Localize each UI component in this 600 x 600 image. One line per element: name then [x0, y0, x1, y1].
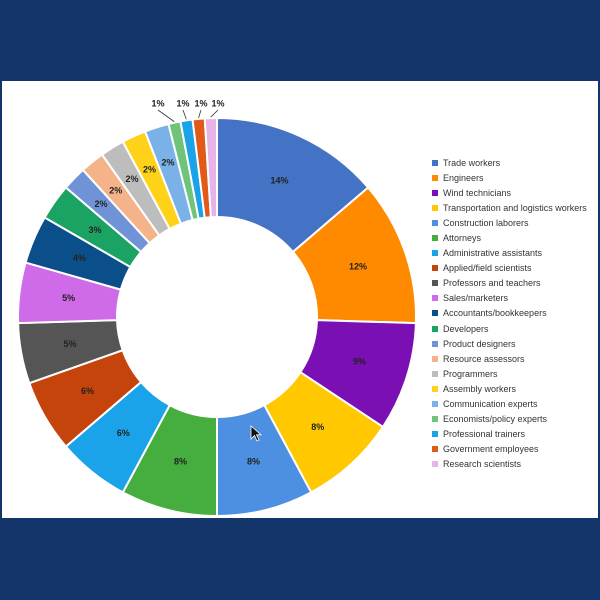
- legend-swatch: [432, 265, 438, 272]
- legend-label: Construction laborers: [443, 217, 529, 228]
- legend-label: Transportation and logistics workers: [443, 202, 587, 213]
- legend-item: Programmers: [432, 366, 600, 381]
- legend-swatch: [432, 431, 438, 438]
- legend-swatch: [432, 446, 438, 453]
- data-label: 1%: [151, 98, 164, 108]
- data-label: 12%: [349, 262, 367, 272]
- data-label: 6%: [81, 386, 94, 396]
- legend-item: Applied/field scientists: [432, 261, 600, 276]
- legend-label: Communication experts: [443, 399, 538, 410]
- legend-label: Wind technicians: [443, 187, 512, 198]
- legend-swatch: [432, 310, 438, 317]
- legend-swatch: [432, 461, 438, 468]
- data-label: 2%: [143, 165, 156, 175]
- data-label: 8%: [247, 456, 260, 466]
- legend-item: Developers: [432, 321, 600, 336]
- legend-item: Engineers: [432, 170, 600, 185]
- data-label: 2%: [95, 199, 108, 209]
- data-label: 5%: [64, 339, 77, 349]
- leader-line: [198, 109, 202, 118]
- legend-swatch: [432, 219, 438, 226]
- legend-label: Government employees: [443, 444, 539, 455]
- data-label: 2%: [125, 174, 138, 184]
- legend-label: Professors and teachers: [443, 278, 541, 289]
- data-label: 2%: [109, 186, 122, 196]
- legend-swatch: [432, 325, 438, 332]
- legend-item: Research scientists: [432, 457, 600, 472]
- legend-swatch: [432, 370, 438, 377]
- leader-line: [157, 109, 175, 122]
- data-label: 8%: [311, 422, 324, 432]
- data-label: 6%: [117, 428, 130, 438]
- legend-item: Transportation and logistics workers: [432, 200, 600, 215]
- legend-swatch: [432, 385, 438, 392]
- legend-item: Economists/policy experts: [432, 412, 600, 427]
- legend-item: Product designers: [432, 336, 600, 351]
- legend-item: Administrative assistants: [432, 246, 600, 261]
- legend-label: Administrative assistants: [443, 248, 543, 259]
- legend-swatch: [432, 189, 438, 196]
- data-label: 2%: [162, 157, 175, 167]
- legend-swatch: [432, 416, 438, 423]
- legend-label: Engineers: [443, 172, 484, 183]
- legend-swatch: [432, 280, 438, 287]
- legend-label: Economists/policy experts: [443, 414, 548, 425]
- donut-slice: [203, 116, 218, 219]
- data-label: 1%: [194, 98, 207, 108]
- legend-label: Applied/field scientists: [443, 263, 532, 274]
- legend-swatch: [432, 235, 438, 242]
- legend-item: Professors and teachers: [432, 276, 600, 291]
- legend-item: Accountants/bookkeepers: [432, 306, 600, 321]
- legend-item: Professional trainers: [432, 427, 600, 442]
- legend-swatch: [432, 159, 438, 166]
- legend-item: Construction laborers: [432, 215, 600, 230]
- legend-item: Government employees: [432, 442, 600, 457]
- legend-swatch: [432, 250, 438, 257]
- legend-label: Resource assessors: [443, 353, 525, 364]
- legend-swatch: [432, 355, 438, 362]
- legend-swatch: [432, 340, 438, 347]
- legend-item: Trade workers: [432, 155, 600, 170]
- legend-swatch: [432, 204, 438, 211]
- data-label: 1%: [176, 98, 189, 108]
- data-label: 4%: [73, 253, 86, 263]
- legend-swatch: [432, 174, 438, 181]
- legend-label: Trade workers: [443, 157, 501, 168]
- data-label: 1%: [211, 98, 224, 108]
- legend-item: Assembly workers: [432, 381, 600, 396]
- mouse-pointer-icon: [250, 425, 263, 442]
- legend-swatch: [432, 295, 438, 302]
- legend-item: Resource assessors: [432, 351, 600, 366]
- legend-label: Attorneys: [443, 233, 482, 244]
- legend-label: Accountants/bookkeepers: [443, 308, 547, 319]
- legend-label: Assembly workers: [443, 383, 517, 394]
- leader-line: [182, 109, 187, 120]
- leader-line: [210, 109, 219, 118]
- legend-item: Attorneys: [432, 230, 600, 245]
- legend-label: Developers: [443, 323, 489, 334]
- legend-label: Programmers: [443, 368, 498, 379]
- legend-label: Research scientists: [443, 459, 522, 470]
- legend-label: Professional trainers: [443, 429, 526, 440]
- chart-legend: Trade workers Engineers Wind technicians Tr…: [432, 155, 600, 472]
- data-label: 8%: [174, 456, 187, 466]
- legend-item: Sales/marketers: [432, 291, 600, 306]
- legend-swatch: [432, 401, 438, 408]
- legend-item: Wind technicians: [432, 185, 600, 200]
- data-label: 9%: [353, 357, 366, 367]
- legend-item: Communication experts: [432, 397, 600, 412]
- legend-label: Product designers: [443, 338, 516, 349]
- legend-label: Sales/marketers: [443, 293, 509, 304]
- data-label: 3%: [88, 225, 101, 235]
- data-label: 14%: [270, 176, 288, 186]
- data-label: 5%: [62, 293, 75, 303]
